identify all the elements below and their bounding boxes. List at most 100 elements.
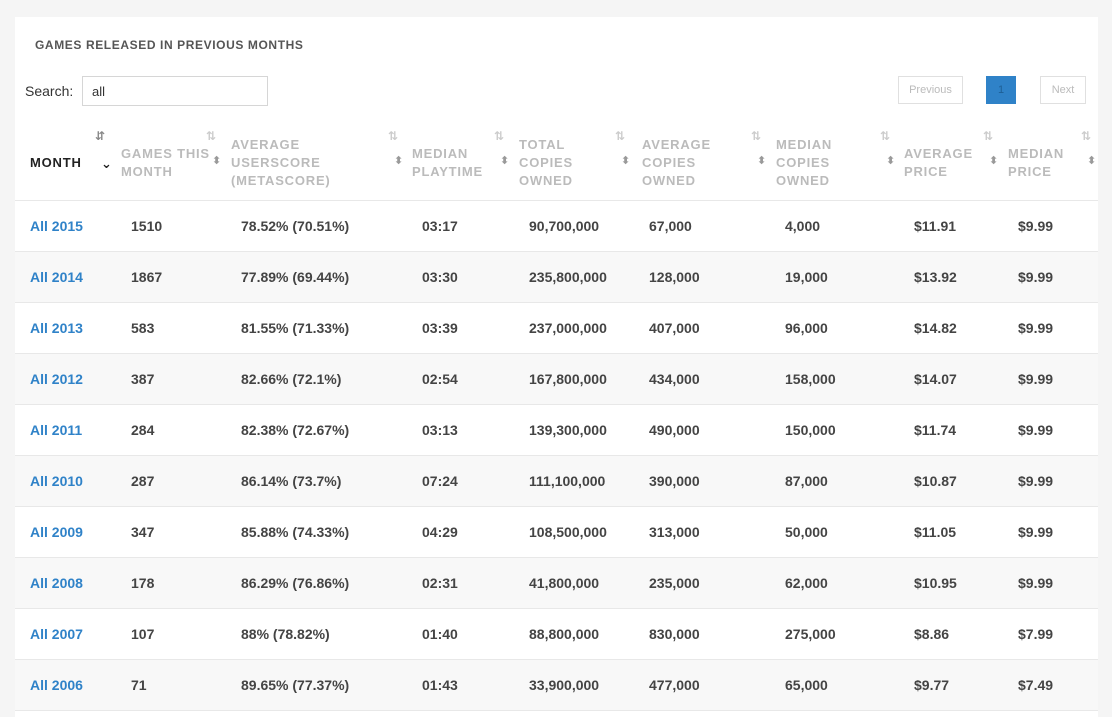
cell-userscore: 85.88% (74.33%): [241, 524, 350, 540]
sort-updown-icon[interactable]: ⬍: [757, 155, 768, 167]
column-header-playtime[interactable]: MEDIAN PLAYTIME ⇅ ⬍: [412, 125, 512, 200]
next-page-button[interactable]: Next: [1040, 76, 1086, 104]
cell-total-owned: 88,800,000: [529, 626, 600, 642]
column-header-label: TOTAL COPIES OWNED: [519, 136, 573, 188]
cell-playtime: 02:31: [422, 575, 458, 591]
table-row[interactable]: All 2012 387 82.66% (72.1%) 02:54 167,800,00…: [15, 354, 1098, 405]
sort-icon[interactable]: ⇅: [880, 129, 891, 143]
page-1-button[interactable]: 1: [986, 76, 1016, 104]
cell-userscore: 88% (78.82%): [241, 626, 330, 642]
cell-userscore: 82.66% (72.1%): [241, 371, 342, 387]
column-header-label: MEDIAN COPIES OWNED: [776, 136, 833, 188]
cell-avg-owned: 128,000: [649, 269, 700, 285]
cell-median-price: $7.49: [1018, 677, 1054, 693]
column-header-userscore[interactable]: AVERAGE USERSCORE (METASCORE) ⇅ ⬍: [231, 125, 403, 200]
column-header-month[interactable]: MONTH ⇵ ⌄: [30, 125, 130, 200]
cell-playtime: 03:13: [422, 422, 458, 438]
table-row[interactable]: All 2006 71 89.65% (77.37%) 01:43 33,900,000…: [15, 660, 1098, 711]
cell-playtime: 01:43: [422, 677, 458, 693]
cell-games: 178: [131, 575, 155, 591]
month-link[interactable]: All 2014: [30, 269, 83, 285]
cell-avg-price: $10.95: [914, 575, 957, 591]
cell-avg-owned: 490,000: [649, 422, 700, 438]
cell-avg-price: $14.07: [914, 371, 957, 387]
month-link[interactable]: All 2012: [30, 371, 83, 387]
cell-avg-owned: 477,000: [649, 677, 700, 693]
sort-icon[interactable]: ⇅: [615, 129, 626, 143]
table-body: All 2015 1510 78.52% (70.51%) 03:17 90,700,0…: [15, 201, 1098, 711]
cell-median-price: $9.99: [1018, 371, 1054, 387]
table-row[interactable]: All 2008 178 86.29% (76.86%) 02:31 41,800,00…: [15, 558, 1098, 609]
table-row[interactable]: All 2011 284 82.38% (72.67%) 03:13 139,300,0…: [15, 405, 1098, 456]
month-link[interactable]: All 2011: [30, 422, 83, 438]
table-row[interactable]: All 2009 347 85.88% (74.33%) 04:29 108,500,0…: [15, 507, 1098, 558]
table-row[interactable]: All 2010 287 86.14% (73.7%) 07:24 111,100,00…: [15, 456, 1098, 507]
month-link[interactable]: All 2013: [30, 320, 83, 336]
cell-userscore: 81.55% (71.33%): [241, 320, 350, 336]
table-row[interactable]: All 2013 583 81.55% (71.33%) 03:39 237,000,0…: [15, 303, 1098, 354]
month-link[interactable]: All 2007: [30, 626, 83, 642]
column-header-games[interactable]: GAMES THIS MONTH ⇅ ⬍: [121, 125, 221, 200]
month-link[interactable]: All 2008: [30, 575, 83, 591]
month-link[interactable]: All 2009: [30, 524, 83, 540]
cell-median-price: $9.99: [1018, 218, 1054, 234]
cell-avg-price: $8.86: [914, 626, 950, 642]
cell-userscore: 89.65% (77.37%): [241, 677, 350, 693]
cell-games: 387: [131, 371, 155, 387]
sort-updown-icon[interactable]: ⬍: [212, 155, 223, 167]
cell-total-owned: 235,800,000: [529, 269, 607, 285]
sort-updown-icon[interactable]: ⬍: [394, 155, 405, 167]
cell-userscore: 86.29% (76.86%): [241, 575, 350, 591]
previous-page-button[interactable]: Previous: [898, 76, 963, 104]
chevron-down-icon[interactable]: ⌄: [101, 156, 113, 171]
sort-icon[interactable]: ⇵: [95, 129, 106, 143]
sort-updown-icon[interactable]: ⬍: [1087, 155, 1098, 167]
cell-median-price: $9.99: [1018, 269, 1054, 285]
cell-games: 1867: [131, 269, 163, 285]
table-row[interactable]: All 2014 1867 77.89% (69.44%) 03:30 235,800,…: [15, 252, 1098, 303]
column-header-avg-price[interactable]: AVERAGE PRICE ⇅ ⬍: [904, 125, 1004, 200]
column-header-avg-owned[interactable]: AVERAGE COPIES OWNED ⇅ ⬍: [642, 125, 766, 200]
column-header-median-owned[interactable]: MEDIAN COPIES OWNED ⇅ ⬍: [776, 125, 895, 200]
cell-median-owned: 96,000: [785, 320, 828, 336]
cell-median-owned: 275,000: [785, 626, 836, 642]
sort-icon[interactable]: ⇅: [494, 129, 505, 143]
month-link[interactable]: All 2010: [30, 473, 83, 489]
sort-icon[interactable]: ⇅: [388, 129, 399, 143]
cell-median-owned: 150,000: [785, 422, 836, 438]
cell-total-owned: 111,100,000: [529, 473, 606, 489]
sort-updown-icon[interactable]: ⬍: [621, 155, 632, 167]
cell-userscore: 82.38% (72.67%): [241, 422, 350, 438]
cell-games: 287: [131, 473, 155, 489]
sort-updown-icon[interactable]: ⬍: [886, 155, 897, 167]
sort-updown-icon[interactable]: ⬍: [500, 155, 511, 167]
table-row[interactable]: All 2015 1510 78.52% (70.51%) 03:17 90,700,0…: [15, 201, 1098, 252]
column-header-label: AVERAGE USERSCORE (METASCORE): [231, 136, 331, 188]
cell-median-price: $7.99: [1018, 626, 1054, 642]
column-header-label: GAMES THIS MONTH: [121, 145, 210, 179]
column-header-total-owned[interactable]: TOTAL COPIES OWNED ⇅ ⬍: [519, 125, 630, 200]
cell-userscore: 78.52% (70.51%): [241, 218, 350, 234]
column-header-label: AVERAGE PRICE: [904, 145, 973, 179]
column-header-median-price[interactable]: MEDIAN PRICE ⇅ ⬍: [1008, 125, 1108, 200]
section-title: GAMES RELEASED IN PREVIOUS MONTHS: [35, 38, 304, 52]
table-header-row: MONTH ⇵ ⌄ GAMES THIS MONTH ⇅ ⬍ AVERAGE USERSCO…: [15, 125, 1098, 201]
cell-avg-price: $11.74: [914, 422, 957, 438]
search-input[interactable]: [82, 76, 268, 106]
sort-icon[interactable]: ⇅: [206, 129, 217, 143]
month-link[interactable]: All 2006: [30, 677, 83, 693]
cell-median-price: $9.99: [1018, 575, 1054, 591]
cell-total-owned: 237,000,000: [529, 320, 607, 336]
sort-updown-icon[interactable]: ⬍: [989, 155, 1000, 167]
month-link[interactable]: All 2015: [30, 218, 83, 234]
cell-avg-price: $14.82: [914, 320, 957, 336]
sort-icon[interactable]: ⇅: [1081, 129, 1092, 143]
cell-median-price: $9.99: [1018, 524, 1054, 540]
sort-icon[interactable]: ⇅: [751, 129, 762, 143]
cell-median-price: $9.99: [1018, 473, 1054, 489]
column-header-label: MEDIAN PLAYTIME: [412, 145, 483, 179]
table-row[interactable]: All 2007 107 88% (78.82%) 01:40 88,800,000 83…: [15, 609, 1098, 660]
cell-playtime: 03:30: [422, 269, 458, 285]
sort-icon[interactable]: ⇅: [983, 129, 994, 143]
cell-games: 1510: [131, 218, 163, 234]
